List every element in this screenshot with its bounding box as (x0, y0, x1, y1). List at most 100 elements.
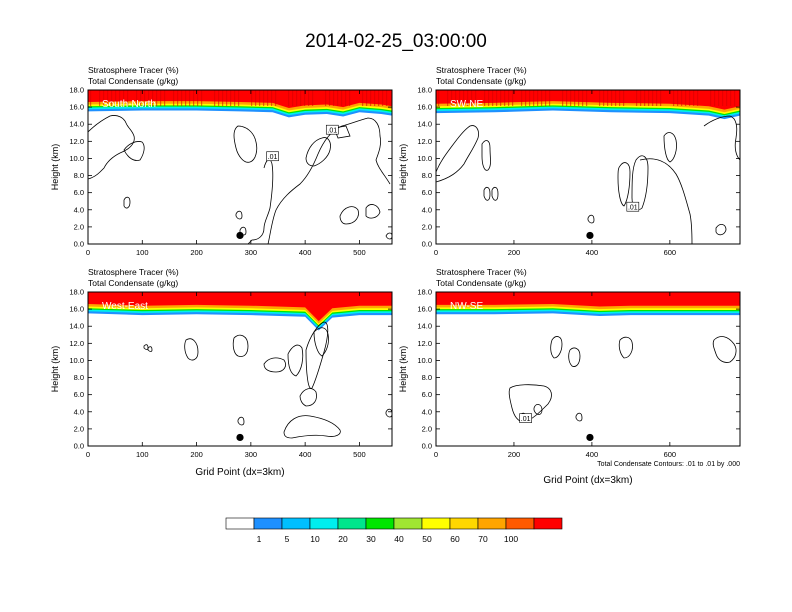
colorbar-label: 100 (504, 534, 518, 544)
tracer-streak (349, 90, 350, 106)
condensate-contour (124, 197, 130, 208)
tracer-streak (189, 90, 190, 106)
x-tick-label: 100 (136, 450, 149, 459)
y-axis-label: Height (km) (398, 144, 408, 191)
tracer-streak (201, 90, 202, 106)
station-marker (236, 434, 243, 441)
x-tick-label: 300 (245, 248, 258, 257)
y-tick-label: 12.0 (69, 339, 84, 348)
tracer-streak (378, 90, 379, 106)
contour-label: .01 (521, 416, 531, 423)
condensate-contour (248, 160, 273, 244)
tracer-streak (288, 90, 289, 106)
tracer-streak (230, 90, 231, 106)
colorbar-swatch (534, 518, 562, 529)
colorbar-swatch (506, 518, 534, 529)
panel-label: NW-SE (450, 301, 483, 312)
condensate-contour (551, 337, 562, 358)
tracer-streak (329, 90, 330, 106)
colorbar-label: 50 (422, 534, 432, 544)
y-tick-label: 8.0 (74, 373, 84, 382)
station-marker (586, 434, 593, 441)
tracer-streak (300, 90, 301, 106)
tracer-streak (218, 90, 219, 106)
contour-label: .01 (628, 205, 638, 212)
tracer-streak (267, 90, 268, 106)
condensate-contour (576, 413, 582, 421)
y-tick-label: 4.0 (74, 205, 84, 214)
condensate-contour (619, 337, 632, 358)
tracer-streak (504, 90, 505, 106)
tracer-streak (615, 90, 616, 106)
tracer-streak (193, 90, 194, 106)
tracer-streak (90, 90, 91, 106)
colorbar-swatch (282, 518, 310, 529)
tracer-streak (619, 90, 620, 106)
condensate-contour (144, 345, 148, 350)
y-tick-label: 18.0 (417, 288, 432, 297)
condensate-contour (234, 126, 257, 162)
tracer-streak (529, 90, 530, 106)
tracer-streak (255, 90, 256, 106)
colorbar-swatch (422, 518, 450, 529)
x-axis-label: Grid Point (dx=3km) (543, 475, 632, 486)
y-tick-label: 10.0 (417, 154, 432, 163)
chart-panel: 0 100 200 300 400 5000.02.04.06.08.010.012.01… (50, 267, 392, 478)
panel-header-condensate: Total Condensate (g/kg) (88, 76, 178, 86)
condensate-contour (436, 126, 479, 182)
tracer-streak (177, 90, 178, 106)
condensate-contour (148, 347, 152, 352)
condensate-contour (264, 358, 286, 372)
chart-panel: .01 0 200 400 600 0.0 2.0 4.0 6.0 8.0 10.0 12.0 14.0… (398, 267, 740, 486)
condensate-contour (300, 389, 317, 406)
tracer-streak (226, 90, 227, 106)
x-tick-label: 0 (86, 450, 90, 459)
x-tick-label: 500 (353, 450, 366, 459)
panel-header-tracer: Stratosphere Tracer (%) (88, 267, 179, 277)
tracer-streak (636, 90, 637, 106)
condensate-contour (233, 335, 248, 356)
y-tick-label: 6.0 (74, 390, 84, 399)
colorbar-label: 70 (478, 534, 488, 544)
y-tick-label: 8.0 (422, 171, 432, 180)
y-tick-label: 14.0 (417, 120, 432, 129)
tracer-streak (525, 90, 526, 106)
x-tick-label: 400 (299, 450, 312, 459)
contour-label: .01 (327, 128, 337, 135)
tracer-streak (521, 90, 522, 106)
tracer-streak (275, 90, 276, 106)
condensate-contour (306, 138, 331, 166)
tracer-streak (562, 90, 563, 106)
tracer-streak (292, 90, 293, 106)
condensate-contour (618, 163, 630, 206)
station-marker (586, 232, 593, 239)
x-tick-label: 400 (299, 248, 312, 257)
condensate-contour (632, 156, 648, 210)
tracer-streak (99, 90, 100, 106)
condensate-contour (534, 404, 542, 414)
tracer-streak (370, 90, 371, 106)
y-tick-label: 2.0 (422, 222, 432, 231)
condensate-contour (185, 339, 198, 360)
panel-header-tracer: Stratosphere Tracer (%) (88, 65, 179, 75)
y-axis-label: Height (km) (50, 346, 60, 393)
tracer-streak (214, 90, 215, 106)
y-tick-label: 6.0 (422, 390, 432, 399)
colorbar-label: 5 (285, 534, 290, 544)
tracer-streak (697, 90, 698, 106)
condensate-contour (284, 416, 340, 438)
panel-header-tracer: Stratosphere Tracer (%) (436, 267, 527, 277)
y-tick-label: 14.0 (69, 120, 84, 129)
y-tick-label: 16.0 (69, 305, 84, 314)
condensate-contour (716, 224, 726, 234)
tracer-streak (685, 90, 686, 106)
condensate-contour (664, 133, 677, 162)
y-tick-label: 4.0 (74, 407, 84, 416)
y-tick-label: 8.0 (74, 171, 84, 180)
tracer-streak (500, 90, 501, 106)
y-tick-label: 10.0 (417, 356, 432, 365)
y-tick-label: 16.0 (417, 103, 432, 112)
tracer-streak (160, 90, 161, 106)
y-tick-label: 14.0 (417, 322, 432, 331)
tracer-streak (263, 90, 264, 106)
